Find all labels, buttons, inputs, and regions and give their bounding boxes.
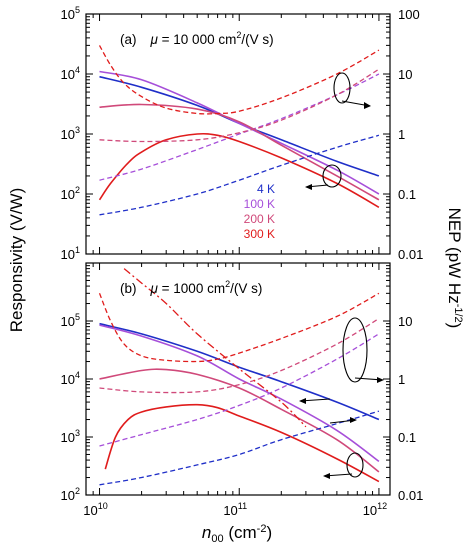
y-right-tick-label: 0.01 (398, 488, 423, 503)
y-right-tick-label: 10 (398, 67, 412, 82)
tick-exponent: 11 (238, 501, 247, 511)
tick-base: 10 (61, 247, 75, 262)
arrow-head (350, 417, 357, 423)
series-line-responsivity-300k (98, 132, 380, 208)
series-line-nep-200k (99, 68, 380, 143)
tick-exponent: 4 (75, 370, 80, 380)
tick-exponent: 3 (75, 428, 80, 438)
series-line-nep-200k (99, 318, 380, 394)
tick-base: 10 (61, 372, 75, 387)
tick-base: 10 (61, 314, 75, 329)
x-label: n00 (cm-2) (202, 523, 272, 545)
series-line-nep-300k (123, 268, 307, 428)
y-right-label: NEP (pW Hz-1/2) (445, 208, 464, 329)
y-left-tick-label: 103 (61, 125, 80, 142)
series-line-responsivity-100k (99, 70, 380, 195)
y-right-tick-label: 1 (398, 127, 405, 142)
x-tick-label: 1010 (83, 501, 107, 518)
unit-superscript: 2 (236, 30, 241, 40)
series-line-nep-4k (99, 410, 380, 486)
y-right-tick-label: 100 (398, 7, 420, 22)
axis-indicator-group (299, 317, 384, 479)
arrow-head (305, 184, 312, 190)
panel-label: (b) (120, 281, 137, 296)
tick-base: 10 (83, 503, 97, 518)
legend-item: 4 K (257, 182, 275, 196)
arrow-head (299, 398, 306, 404)
y-left-tick-label: 104 (61, 65, 80, 82)
legend-item: 100 K (244, 197, 275, 211)
y-left-tick-label: 101 (61, 245, 80, 262)
tick-exponent: 2 (75, 486, 80, 496)
tick-exponent: 5 (75, 5, 80, 15)
series-line-responsivity-4k (99, 322, 380, 421)
x-tick-label: 1012 (363, 501, 387, 518)
arrow-head (364, 102, 371, 109)
series-line-responsivity-200k (99, 368, 380, 473)
tick-base: 10 (223, 503, 237, 518)
panel-title: (a) μ = 10 000 cm2/(V s) (120, 30, 274, 47)
tick-exponent: 12 (377, 501, 387, 511)
x-tick-label: 1011 (223, 501, 247, 518)
series-line-responsivity-300k (104, 403, 380, 483)
unit-superscript: 2 (225, 279, 230, 289)
tick-exponent: 1 (75, 245, 80, 255)
y-left-tick-label: 105 (61, 312, 80, 329)
mobility-unit: /(V s) (241, 32, 273, 47)
arrow-head (323, 473, 330, 479)
tick-exponent: 5 (75, 312, 80, 322)
mobility-unit: /(V s) (230, 281, 262, 296)
y-right-tick-label: 0.01 (398, 247, 423, 262)
tick-exponent: 3 (75, 125, 80, 135)
mu-symbol: μ (150, 281, 159, 296)
tick-base: 10 (61, 7, 75, 22)
y-left-tick-label: 104 (61, 370, 80, 387)
series-line-nep-100k (99, 333, 380, 447)
tick-base: 10 (61, 430, 75, 445)
series-line-responsivity-100k (99, 324, 380, 463)
y-left-tick-label: 105 (61, 5, 80, 22)
legend-item: 200 K (244, 212, 275, 226)
series-line-responsivity-200k (99, 103, 380, 201)
tick-base: 10 (61, 67, 75, 82)
tick-base: 10 (61, 488, 75, 503)
mobility-value: = 10 000 cm (158, 32, 236, 47)
curve-group-circle (346, 452, 364, 478)
y-left-tick-label: 102 (61, 486, 80, 503)
series-line-nep-100k (99, 73, 380, 181)
y-right-tick-label: 1 (398, 372, 405, 387)
y-right-tick-label: 0.1 (398, 187, 416, 202)
legend-item: 300 K (244, 227, 275, 241)
tick-exponent: 2 (75, 185, 80, 195)
tick-base: 10 (61, 187, 75, 202)
y-right-tick-label: 10 (398, 314, 412, 329)
series-line-responsivity-4k (99, 75, 380, 177)
series-line-nep-300k (98, 292, 380, 363)
series-line-nep-4k (99, 134, 380, 216)
tick-exponent: 4 (75, 65, 80, 75)
y-right-tick-label: 0.1 (398, 430, 416, 445)
y-left-tick-label: 102 (61, 185, 80, 202)
curve-group-circle (322, 164, 342, 188)
y-left-tick-label: 103 (61, 428, 80, 445)
axis-indicator-group (305, 72, 371, 190)
tick-base: 10 (61, 127, 75, 142)
y-left-label: Responsivity (V/W) (7, 188, 26, 333)
tick-base: 10 (363, 503, 377, 518)
arrow-head (377, 377, 384, 383)
tick-exponent: 10 (98, 501, 108, 511)
panel-label: (a) (120, 32, 137, 47)
axis-labels: Responsivity (V/W) NEP (pW Hz-1/2) n00 (… (7, 188, 464, 545)
mobility-value: = 1000 cm (158, 281, 225, 296)
curve-group-circle (333, 72, 351, 104)
panel-title: (b) μ = 1000 cm2/(V s) (120, 279, 262, 296)
curve-group-circle (342, 317, 368, 383)
mu-symbol: μ (150, 32, 159, 47)
